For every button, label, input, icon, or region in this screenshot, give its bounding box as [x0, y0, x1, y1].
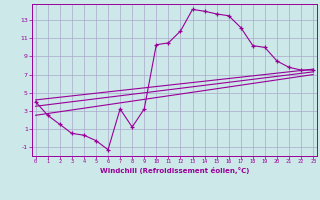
X-axis label: Windchill (Refroidissement éolien,°C): Windchill (Refroidissement éolien,°C): [100, 167, 249, 174]
